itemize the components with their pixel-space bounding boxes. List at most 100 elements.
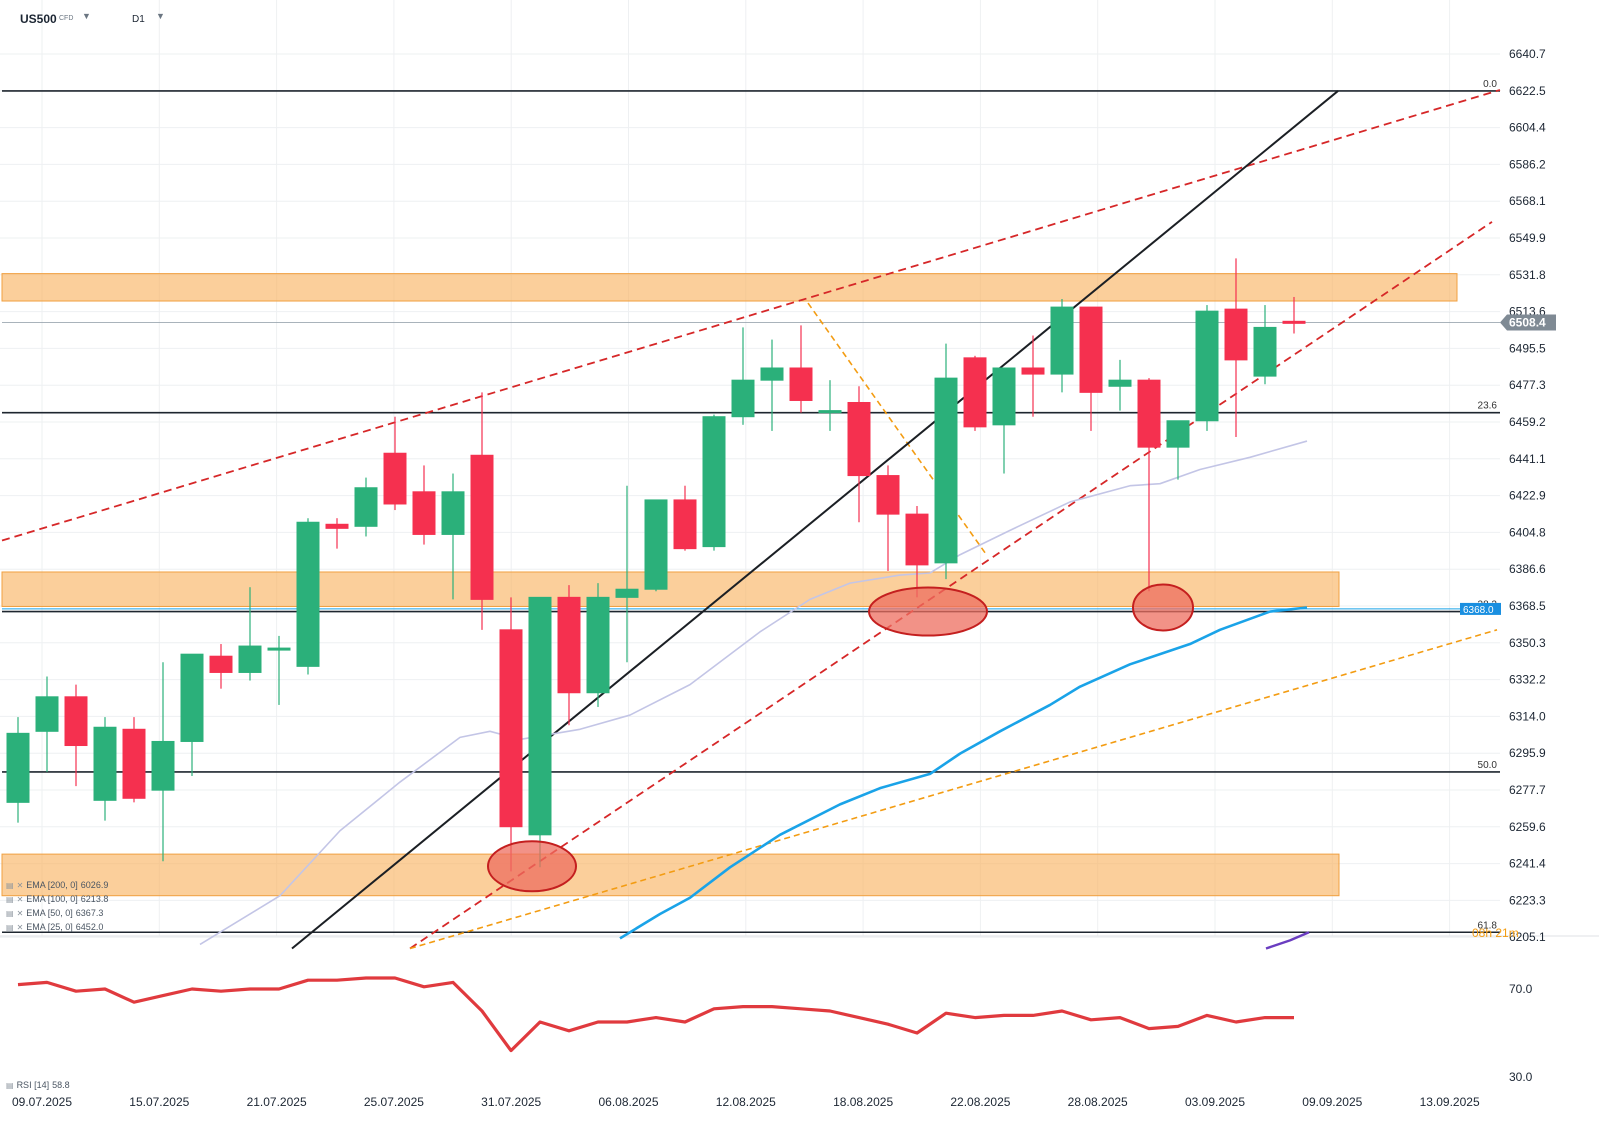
price-tick-label: 6314.0 xyxy=(1509,709,1546,723)
settings-icon[interactable]: ▤ xyxy=(6,908,14,918)
candle-body xyxy=(151,740,175,791)
candle xyxy=(383,416,407,511)
price-tick-label: 6441.1 xyxy=(1509,452,1546,466)
date-tick-label: 13.09.2025 xyxy=(1420,1095,1480,1109)
indicator-ema200[interactable]: ▤ ✕ EMA [200, 0] 6026.9 xyxy=(6,879,108,891)
candle-body xyxy=(702,416,726,548)
black-trend-line xyxy=(291,90,1339,950)
price-tick-label: 6604.4 xyxy=(1509,121,1546,135)
candle-body xyxy=(383,452,407,505)
fib-label: 61.8 xyxy=(1478,920,1498,931)
current-price-value: 6508.4 xyxy=(1509,316,1546,330)
candle xyxy=(586,583,610,707)
candle-body xyxy=(615,588,639,598)
price-tick-label: 6241.4 xyxy=(1509,857,1546,871)
candle xyxy=(1137,378,1161,592)
upper-channel-line xyxy=(1,89,1501,542)
candle-body xyxy=(1021,367,1045,375)
candle-body xyxy=(1166,420,1190,448)
indicator-ema25[interactable]: ▤ ✕ EMA [25, 0] 6452.0 xyxy=(6,921,103,933)
candle-body xyxy=(238,645,262,673)
date-tick-label: 22.08.2025 xyxy=(950,1095,1010,1109)
settings-icon[interactable]: ▤ xyxy=(6,922,14,932)
price-tick-label: 6568.1 xyxy=(1509,194,1546,208)
candle xyxy=(818,380,842,431)
candle-body xyxy=(354,487,378,527)
date-tick-label: 18.08.2025 xyxy=(833,1095,893,1109)
rsi-tick-label: 30.0 xyxy=(1509,1070,1533,1084)
candle xyxy=(1166,420,1190,480)
candle xyxy=(296,518,320,675)
candle-body xyxy=(1195,310,1219,422)
candle-body xyxy=(673,499,697,550)
close-icon[interactable]: ✕ xyxy=(16,894,24,904)
candle xyxy=(615,485,639,663)
support-resistance-zones xyxy=(1,273,1458,897)
indicator-value: 6213.8 xyxy=(80,894,109,904)
chevron-down-icon[interactable]: ▼ xyxy=(156,11,165,21)
candle-body xyxy=(992,367,1016,426)
candle xyxy=(93,717,117,821)
candle-body xyxy=(93,726,117,801)
settings-icon[interactable]: ▤ xyxy=(6,880,14,890)
resistance-zone xyxy=(1,273,1458,302)
date-tick-label: 09.07.2025 xyxy=(12,1095,72,1109)
candle-body xyxy=(6,732,30,803)
date-axis: 09.07.2025 15.07.2025 21.07.2025 25.07.2025… xyxy=(12,1095,1480,1109)
timeframe-selector[interactable]: D1 xyxy=(132,14,145,25)
indicator-ema100[interactable]: ▤ ✕ EMA [100, 0] 6213.8 xyxy=(6,893,108,905)
support-zone xyxy=(1,571,1340,607)
symbol-name[interactable]: US500 xyxy=(20,12,57,26)
candle xyxy=(1282,296,1306,334)
price-tick-label: 6350.3 xyxy=(1509,636,1546,650)
candle-body xyxy=(499,629,523,828)
price-tick-label: 6332.2 xyxy=(1509,673,1546,687)
price-tick-label: 6477.3 xyxy=(1509,378,1546,392)
candle xyxy=(702,414,726,551)
price-tick-label: 6223.3 xyxy=(1509,893,1546,907)
chevron-down-icon[interactable]: ▼ xyxy=(82,11,91,21)
candle-body xyxy=(267,647,291,651)
candle-countdown-timer: 08h 21m xyxy=(1472,926,1519,940)
rsi-line xyxy=(17,976,1294,1053)
indicator-label: EMA [100, 0] xyxy=(26,894,78,904)
indicator-label: EMA [200, 0] xyxy=(26,880,78,890)
indicator-label: EMA [50, 0] xyxy=(26,908,73,918)
price-tick-label: 6277.7 xyxy=(1509,783,1546,797)
ema-lines xyxy=(199,440,1310,950)
candle xyxy=(6,717,30,823)
close-icon[interactable]: ✕ xyxy=(16,908,24,918)
price-tick-label: 6531.8 xyxy=(1509,268,1546,282)
candle-body xyxy=(1050,306,1074,375)
symbol-type: CFD xyxy=(59,15,74,22)
candle xyxy=(1050,298,1074,393)
date-tick-label: 15.07.2025 xyxy=(129,1095,189,1109)
highlight-ellipses xyxy=(487,583,1194,893)
date-tick-label: 31.07.2025 xyxy=(481,1095,541,1109)
current-price-tag xyxy=(1500,314,1556,331)
candle-body xyxy=(441,491,465,535)
indicator-label: RSI [14] xyxy=(16,1080,50,1090)
price-tick-label: 6386.6 xyxy=(1509,562,1546,576)
candle xyxy=(441,473,465,600)
candle xyxy=(35,676,59,772)
settings-icon[interactable]: ▤ xyxy=(6,894,14,904)
indicator-ema50[interactable]: ▤ ✕ EMA [50, 0] 6367.3 xyxy=(6,907,103,919)
candle-body xyxy=(1253,326,1277,377)
fib-label: 23.6 xyxy=(1478,401,1498,412)
indicator-value: 58.8 xyxy=(52,1080,70,1090)
rsi-pane: 70.0 30.0 xyxy=(17,976,1533,1084)
candle xyxy=(122,717,146,803)
ema50-price-tag xyxy=(1460,602,1501,615)
highlight-ellipse xyxy=(868,586,988,637)
fib-label: 0.0 xyxy=(1483,79,1497,90)
indicator-label: EMA [25, 0] xyxy=(26,922,73,932)
close-icon[interactable]: ✕ xyxy=(16,880,24,890)
candle-body xyxy=(412,491,436,535)
candle-body xyxy=(528,596,552,836)
indicator-rsi[interactable]: ▤ RSI [14] 58.8 xyxy=(6,1079,70,1091)
close-icon[interactable]: ✕ xyxy=(16,922,24,932)
settings-icon[interactable]: ▤ xyxy=(6,1080,14,1090)
price-tick-label: 6640.7 xyxy=(1509,47,1546,61)
